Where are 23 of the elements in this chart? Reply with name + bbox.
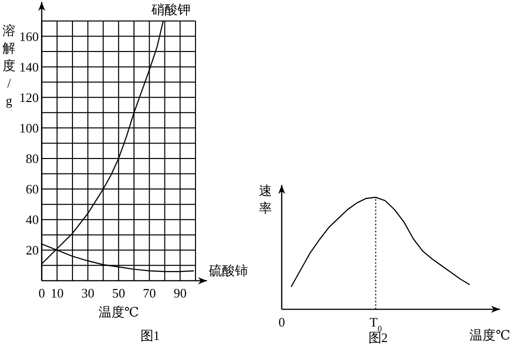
series-label: 硝酸钾 xyxy=(150,2,191,17)
y-tick-label: 40 xyxy=(26,212,39,228)
x-tick-label: 0 xyxy=(278,314,285,330)
caption: 图1 xyxy=(140,328,160,343)
y-tick-label: 60 xyxy=(26,182,39,197)
y-tick-label: 20 xyxy=(26,242,39,258)
x-axis-title: 温度℃ xyxy=(470,327,510,342)
y-tick-label: 120 xyxy=(19,90,39,105)
y-axis-title: 速率 xyxy=(259,183,272,216)
y-axis-title: 溶解度/g xyxy=(2,23,16,108)
y-tick-label: 140 xyxy=(19,59,39,74)
x-tick-label: 90 xyxy=(174,286,187,301)
x-tick-label: 70 xyxy=(142,286,156,301)
y-tick-label: 100 xyxy=(19,120,39,136)
series-label: 硫酸铈 xyxy=(209,262,248,278)
y-tick-label: 80 xyxy=(26,150,39,166)
x-tick-label: 10 xyxy=(50,286,64,301)
x-tick-label: 30 xyxy=(81,286,94,301)
y-tick-label: 160 xyxy=(19,28,39,44)
x-axis-title: 温度℃ xyxy=(98,304,139,320)
x-tick-label: 50 xyxy=(112,286,126,301)
x-tick-label: 0 xyxy=(38,286,45,301)
caption: 图2 xyxy=(368,330,388,345)
